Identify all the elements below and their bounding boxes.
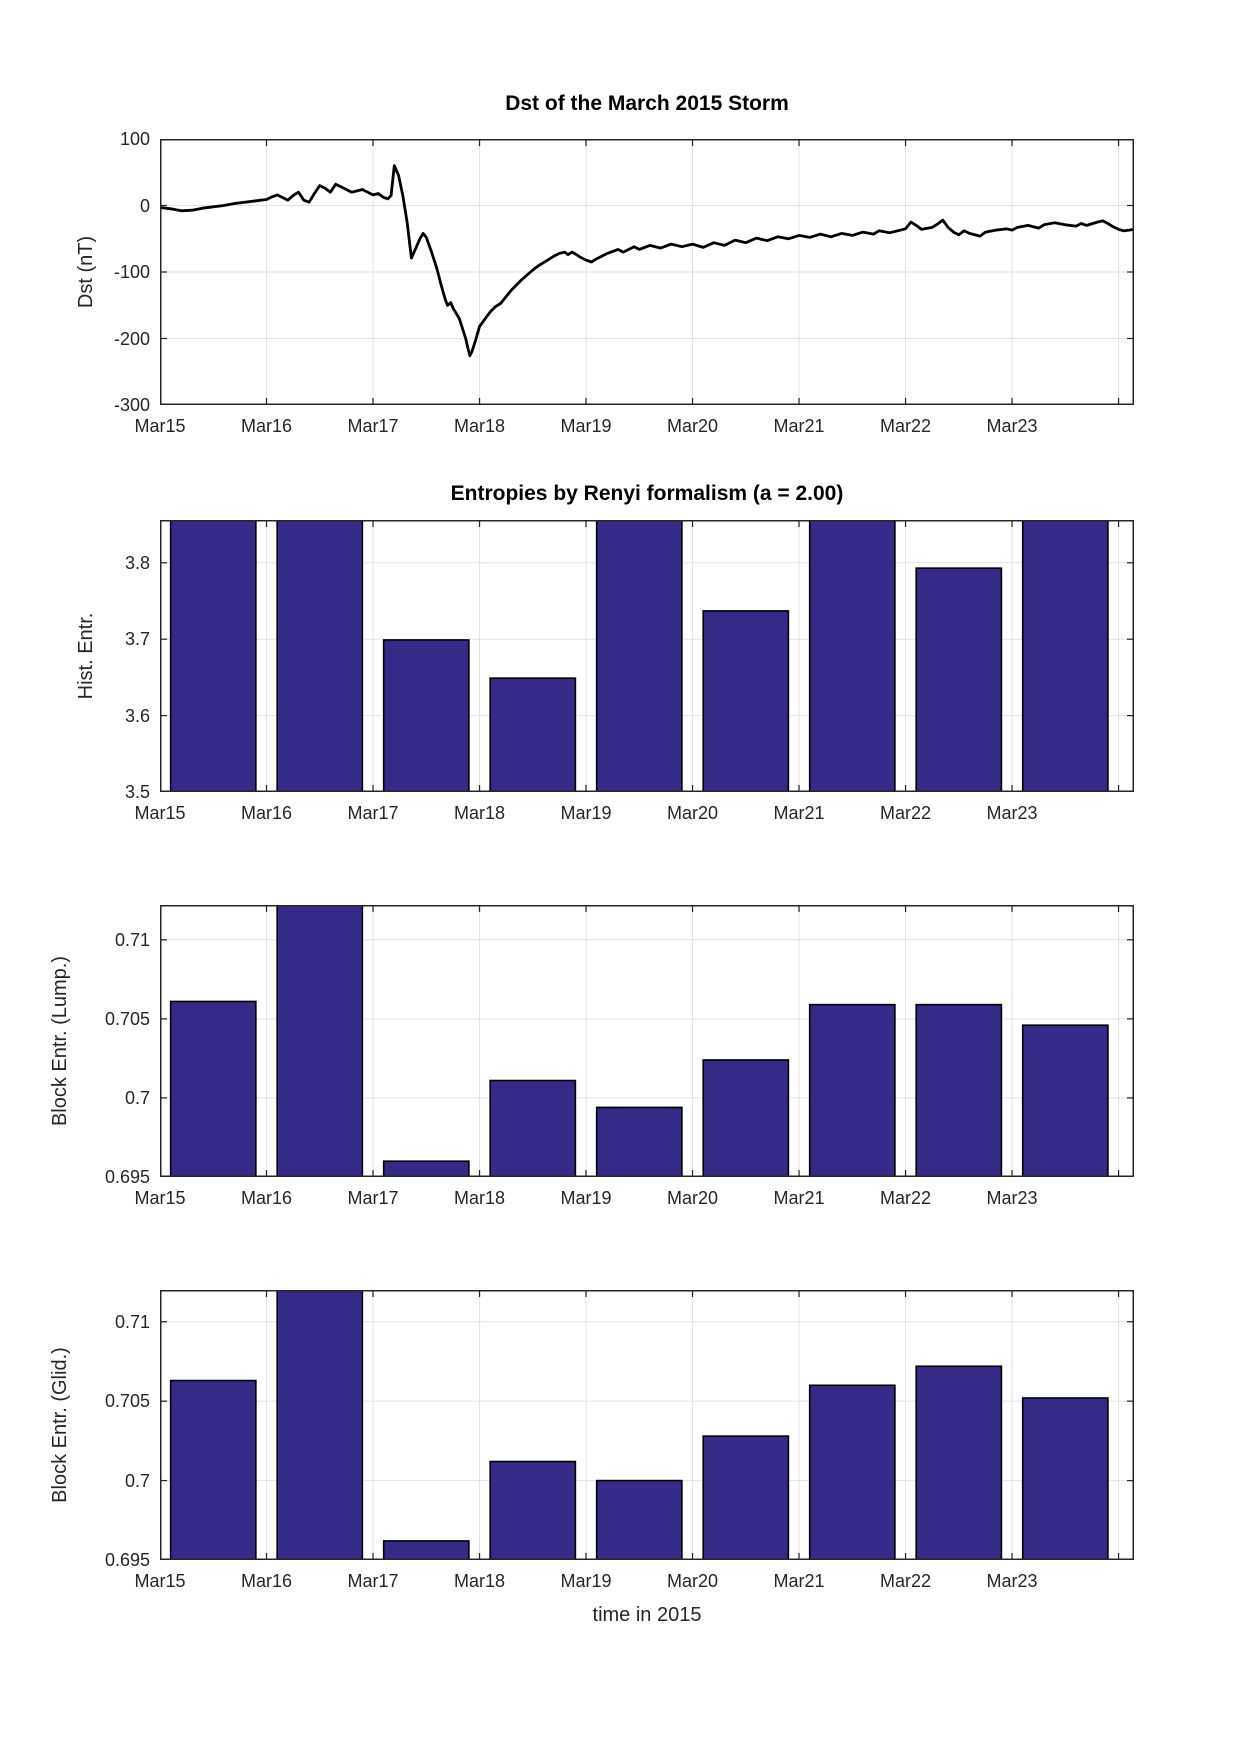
dst-line-series [160,164,1134,358]
x-tick-label: Mar15 [134,803,186,823]
x-tick-label: Mar17 [347,1188,399,1208]
bar-Mar17 [382,1540,470,1560]
y-tick-label: 3.6 [124,705,150,726]
y-tick-label: 0.705 [104,1391,150,1412]
x-tick-label: Mar15 [134,416,186,436]
x-tick-label: Mar21 [773,1571,825,1591]
x-tick-label: Mar21 [773,1188,825,1208]
y-tick-label: -300 [113,395,150,415]
x-tick-label: Mar23 [986,803,1038,823]
x-tick-label: Mar18 [454,803,506,823]
x-tick-label: Mar16 [240,416,293,436]
y-tick-label: 0.7 [124,1087,150,1108]
x-tick-label: Mar23 [986,1571,1038,1591]
bar-Mar19 [595,520,683,792]
bar-Mar23 [1021,1024,1109,1177]
y-tick-label: 3.5 [124,782,150,802]
x-tick-label: Mar16 [240,803,293,823]
block-entropy-gliding-plot-area [160,1290,1134,1560]
x-tick-label: Mar22 [880,416,932,436]
axis-border [160,520,1134,792]
y-tick-label: 3.8 [124,552,150,573]
bar-Mar22 [915,1003,1003,1177]
bar-Mar16 [276,905,364,1177]
x-tick-label: Mar22 [880,1188,932,1208]
y-tick-label: 3.7 [124,629,150,650]
bar-Mar18 [489,1079,577,1177]
bar-Mar15 [169,520,257,792]
x-tick-label: Mar15 [134,1188,186,1208]
bar-Mar23 [1021,1397,1109,1560]
axis-border [160,139,1134,405]
bar-Mar19 [595,1479,683,1560]
x-tick-label: Mar21 [773,803,825,823]
hist-entropy-plot-area [160,520,1134,792]
y-tick-label: 0.695 [104,1550,150,1570]
axis-border [160,1290,1134,1560]
bar-Mar17 [382,1160,470,1177]
y-tick-label: 0.7 [124,1470,150,1491]
bar-Mar20 [702,1435,790,1560]
bar-Mar15 [169,1379,257,1560]
x-tick-label: Mar23 [986,416,1038,436]
x-tick-label: Mar22 [880,1571,932,1591]
entropy-chart-title: Entropies by Renyi formalism (a = 2.00) [450,482,844,505]
x-tick-label: Mar21 [773,416,825,436]
y-tick-label: 0.705 [104,1008,150,1029]
x-tick-label: Mar16 [240,1571,293,1591]
bar-Mar15 [169,1000,257,1177]
time-axis-label: time in 2015 [592,1604,702,1626]
x-tick-label: Mar19 [560,1188,612,1208]
y-tick-label: 0 [139,195,150,216]
x-tick-label: Mar15 [134,1571,186,1591]
x-tick-label: Mar19 [560,803,612,823]
bar-Mar16 [276,1290,364,1560]
y-tick-label: -200 [113,328,150,349]
bar-Mar18 [489,677,577,792]
x-tick-label: Mar23 [986,1188,1038,1208]
x-tick-label: Mar22 [880,803,932,823]
bar-Mar21 [808,520,896,792]
x-tick-label: Mar19 [560,416,612,436]
bar-Mar21 [808,1003,896,1177]
y-tick-label: 100 [119,129,150,149]
bar-Mar21 [808,1384,896,1560]
axis-border [160,905,1134,1177]
x-tick-label: Mar19 [560,1571,612,1591]
dst-chart-title: Dst of the March 2015 Storm [505,92,789,115]
x-tick-label: Mar20 [667,1188,719,1208]
y-tick-label: 0.695 [104,1167,150,1187]
bar-Mar17 [382,639,470,792]
bar-Mar20 [702,610,790,792]
x-tick-label: Mar18 [454,1571,506,1591]
bar-Mar20 [702,1059,790,1177]
y-tick-label: -100 [113,262,150,282]
bar-Mar16 [276,520,364,792]
bar-Mar18 [489,1460,577,1560]
x-tick-label: Mar17 [347,803,399,823]
y-tick-label: 0.71 [114,1311,150,1332]
x-tick-label: Mar17 [347,416,399,436]
block-entropy-lumped-plot-area [160,905,1134,1177]
x-tick-label: Mar17 [347,1571,399,1591]
x-tick-label: Mar20 [667,803,719,823]
bar-Mar19 [595,1106,683,1177]
x-tick-label: Mar18 [454,1188,506,1208]
x-tick-label: Mar16 [240,1188,293,1208]
x-tick-label: Mar18 [454,416,506,436]
x-tick-label: Mar20 [667,416,719,436]
y-tick-label: 0.71 [114,929,150,950]
dst-plot-area [160,139,1134,405]
bar-Mar22 [915,567,1003,792]
bar-Mar22 [915,1365,1003,1560]
bar-Mar23 [1021,520,1109,792]
x-tick-label: Mar20 [667,1571,719,1591]
